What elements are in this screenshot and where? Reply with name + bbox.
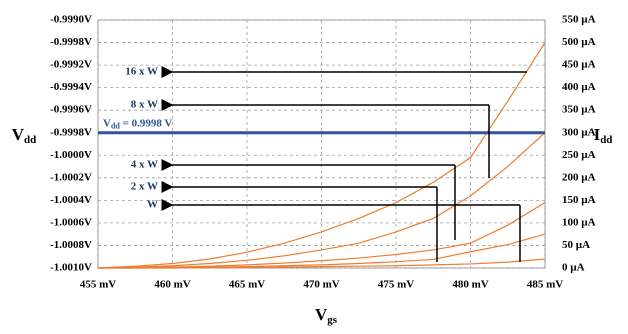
y-tick-label: 400 µA [562, 81, 596, 93]
annotation: 8 x W [131, 99, 158, 111]
series-line [97, 42, 546, 269]
vdd-tick-label: -1.0000V [50, 149, 92, 161]
y-tick-label: 250 µA [562, 149, 596, 161]
x-axis-title-main: V [315, 305, 328, 324]
left-axis-title: Vdd [12, 125, 37, 146]
y-tick-label: 150 µA [562, 194, 596, 206]
vdd-label-sub: dd [111, 122, 120, 131]
x-tick-label: 480 mV [452, 279, 488, 291]
x-tick-label: 475 mV [378, 279, 414, 291]
vdd-label-rest: = 0.9998 V [120, 117, 173, 129]
y-tick-label: 550 µA [562, 14, 596, 26]
left-axis-title-main: V [12, 125, 25, 144]
y-tick-label: 350 µA [562, 104, 596, 116]
x-axis-title: Vgs [315, 305, 338, 326]
y-tick-label: 500 µA [562, 36, 596, 48]
y-tick-label: 50 µA [562, 239, 590, 251]
y-tick-label: 100 µA [562, 216, 596, 228]
annotation: 4 x W [131, 159, 158, 171]
vdd-tick-label: -0.9998V [50, 36, 92, 48]
x-tick-label: 470 mV [303, 279, 339, 291]
x-tick-label: 460 mV [154, 279, 190, 291]
x-axis-title-sub: gs [327, 314, 338, 326]
annotation: 2 x W [131, 181, 158, 193]
left-axis-title-sub: dd [24, 134, 36, 146]
vdd-label: Vdd = 0.9998 V [103, 117, 172, 130]
right-axis-title-sub: dd [600, 134, 612, 146]
plot-frame [97, 19, 546, 269]
y-tick-label: 300 µA [562, 126, 596, 138]
right-axis-title: Idd [594, 125, 613, 146]
vdd-label-main: V [103, 117, 111, 129]
series-line [97, 132, 546, 269]
vdd-tick-label: -0.9990V [50, 14, 92, 26]
x-tick-label: 485 mV [527, 279, 563, 291]
vdd-tick-label: -0.9992V [50, 59, 92, 71]
vdd-tick-label: -1.0002V [50, 171, 92, 183]
series-line [98, 258, 546, 269]
y-tick-label: 0 µA [562, 262, 585, 274]
vdd-tick-label: -1.0006V [50, 216, 92, 228]
y-tick-label: 200 µA [562, 171, 596, 183]
annotation: W [147, 199, 158, 211]
vdd-tick-label: -1.0010V [50, 262, 92, 274]
y-tick-label: 450 µA [562, 59, 596, 71]
annotation: 16 x W [125, 66, 158, 78]
vdd-tick-label: -1.0008V [50, 239, 92, 251]
x-tick-label: 455 mV [80, 279, 116, 291]
vdd-tick-label: -0.9994V [50, 81, 92, 93]
right-axis-title-main: I [594, 125, 601, 144]
vdd-tick-label: -0.9996V [50, 104, 92, 116]
vdd-tick-label: -1.0004V [50, 194, 92, 206]
x-tick-label: 465 mV [229, 279, 265, 291]
vdd-tick-label: -0.9998V [50, 126, 92, 138]
